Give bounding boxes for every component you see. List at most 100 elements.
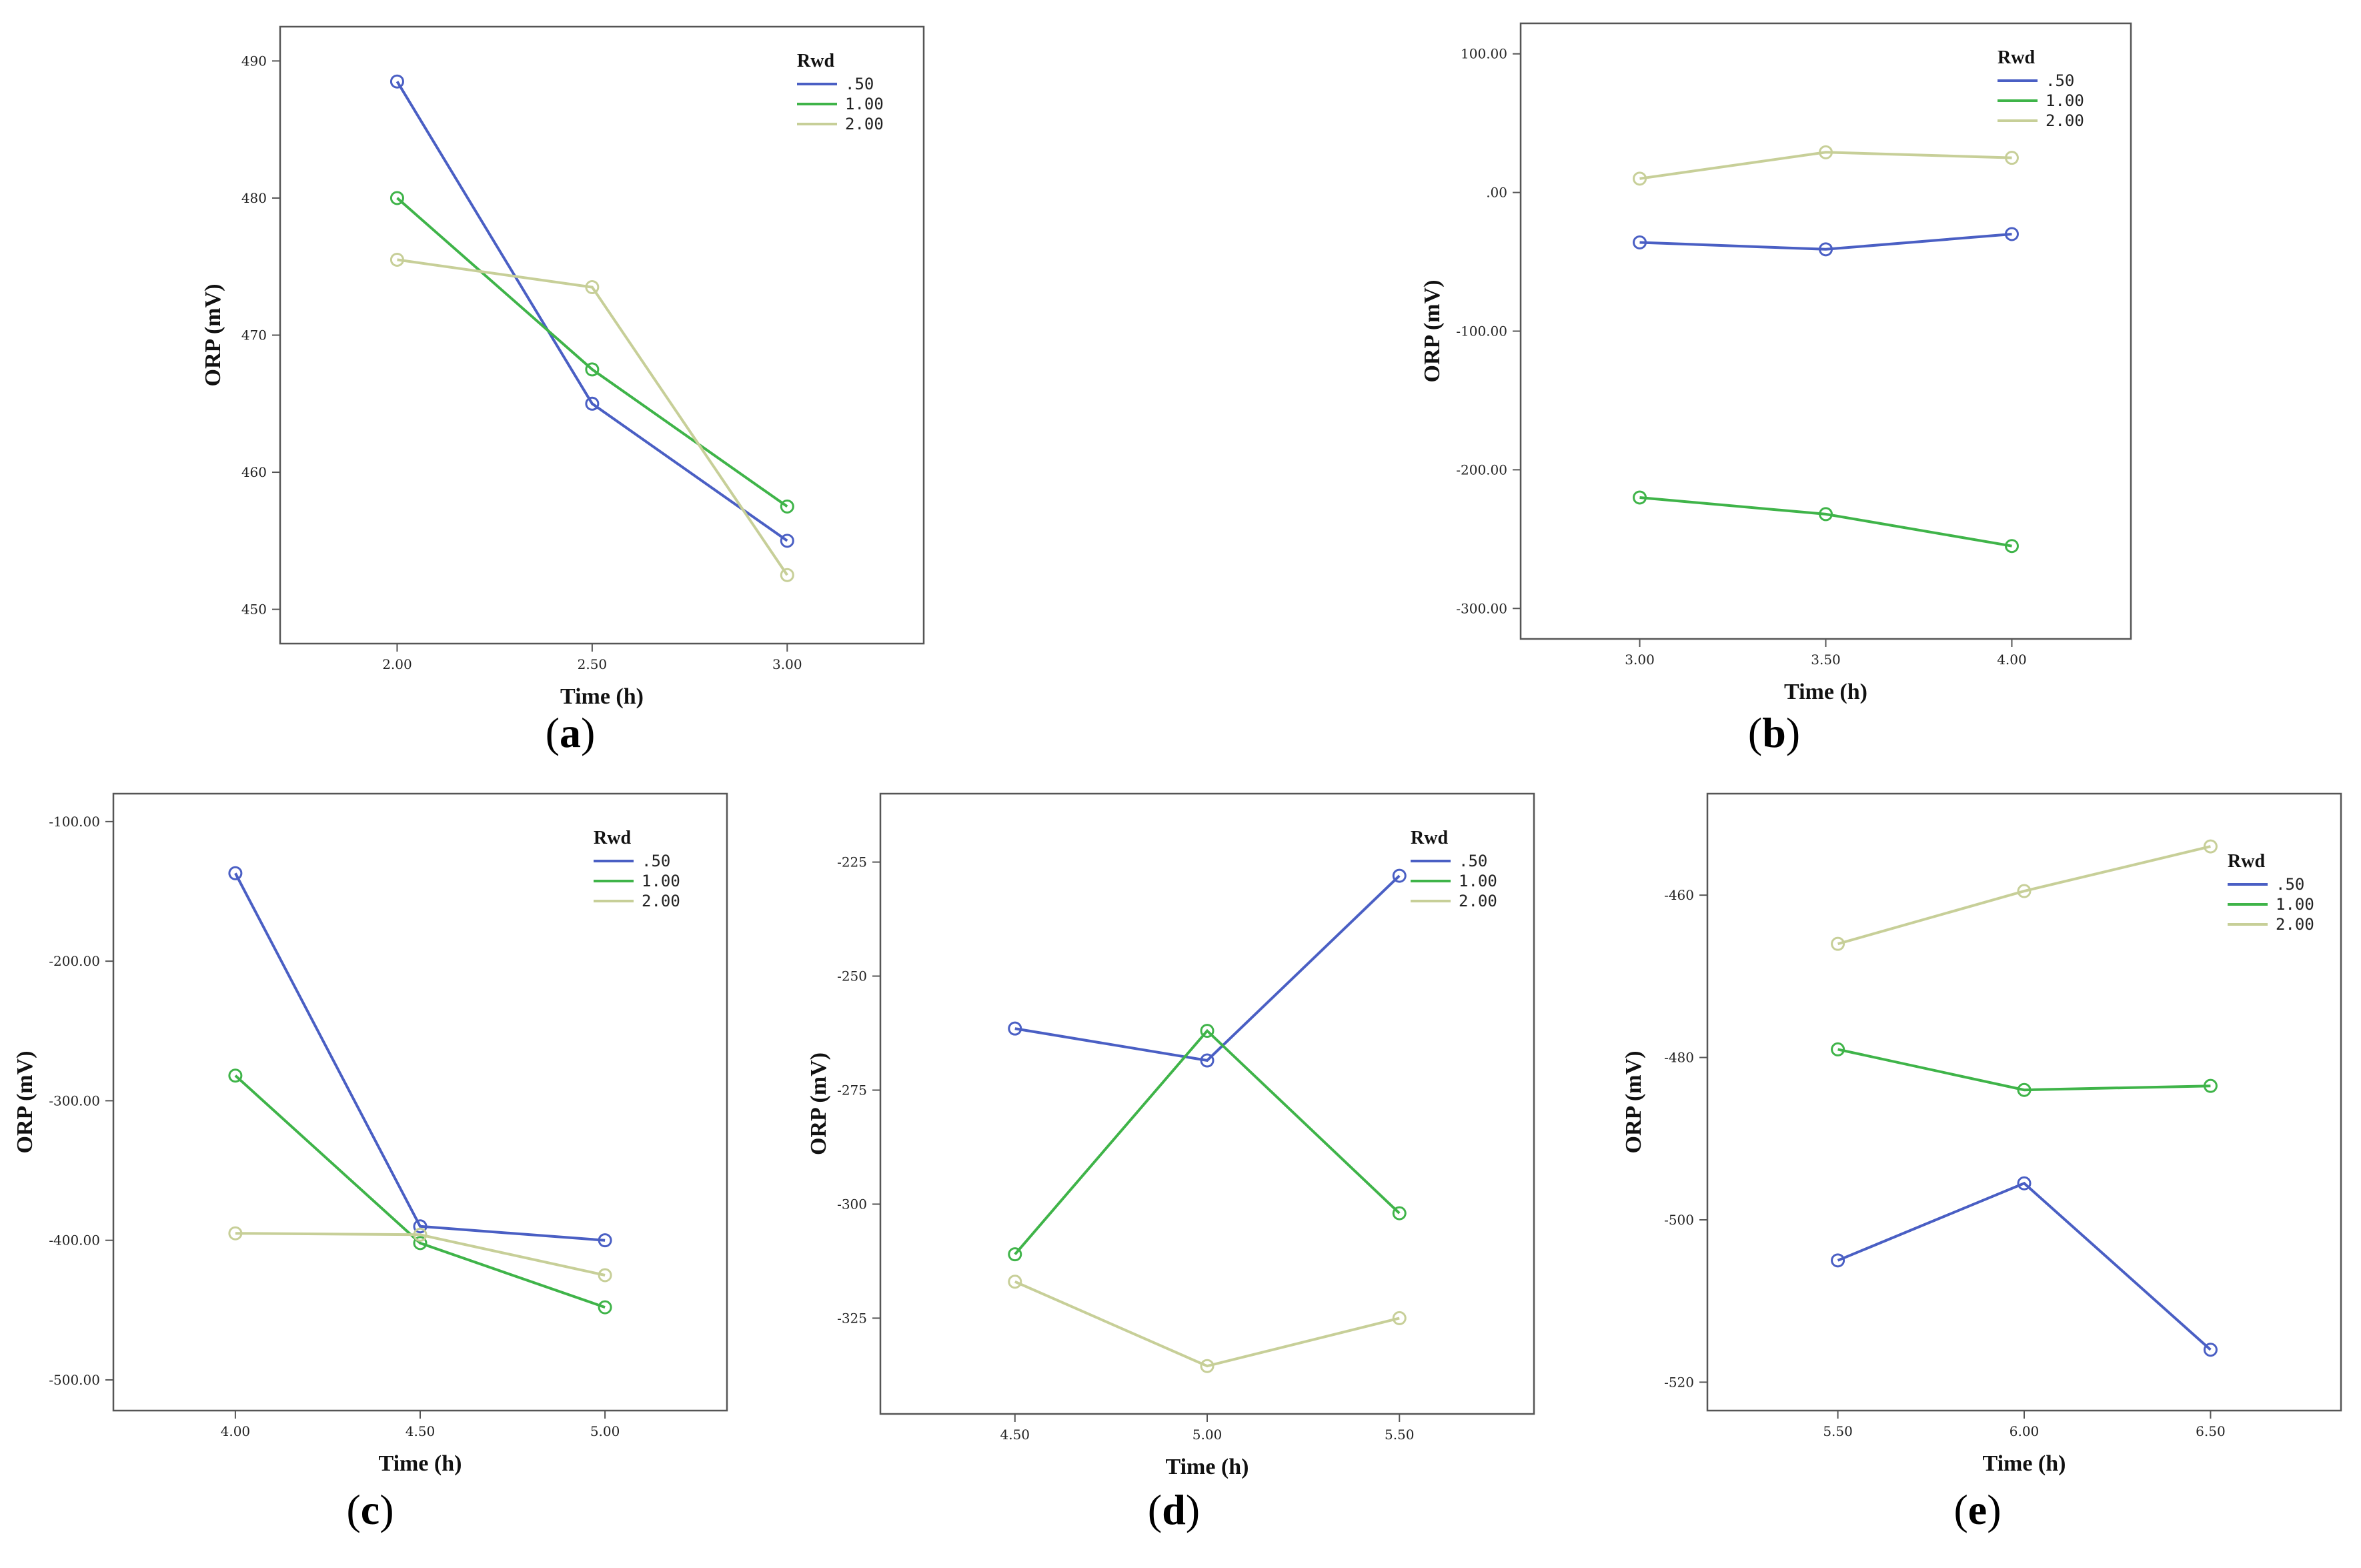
y-axis-title: ORP (mV) xyxy=(1420,280,1445,383)
data-point xyxy=(228,866,243,880)
y-tick-label: -325 xyxy=(837,1310,867,1326)
data-point xyxy=(2203,1343,2218,1357)
y-tick-label: -460 xyxy=(1664,887,1694,903)
chart-panel-b: -300.00 -200.00 -100.00 .00 100.00 3.00 3.50 4.… xyxy=(1420,22,2132,756)
panel-label: (d) xyxy=(1148,1486,1200,1533)
data-point xyxy=(1200,1359,1215,1373)
plot-frame xyxy=(279,25,925,645)
data-point xyxy=(598,1268,612,1283)
series-line-2p00 xyxy=(1014,1280,1400,1368)
x-axis-title: Time (h) xyxy=(379,1451,462,1476)
y-tick-label: -100.00 xyxy=(49,814,100,830)
data-point xyxy=(585,280,600,295)
data-point xyxy=(1392,1311,1407,1325)
y-tick-label: -200.00 xyxy=(1456,462,1507,478)
legend-entry-label: 1.00 xyxy=(2276,895,2314,914)
x-tick-label: 2.50 xyxy=(578,656,608,672)
y-tick-label: -480 xyxy=(1664,1050,1694,1066)
data-point xyxy=(585,362,600,377)
plot-frame xyxy=(112,792,728,1412)
data-point xyxy=(1200,1024,1215,1038)
series-line-p50 xyxy=(1639,233,2012,251)
plot-frame xyxy=(1519,22,2132,640)
data-point xyxy=(228,1226,243,1241)
panel-label: (b) xyxy=(1748,709,1800,756)
legend-entry-label: 2.00 xyxy=(845,115,884,133)
legend-entry-label: .50 xyxy=(2046,71,2074,90)
data-point xyxy=(389,74,404,89)
y-tick-label: -225 xyxy=(837,854,867,870)
data-point xyxy=(585,396,600,411)
series-line-1p00 xyxy=(1014,1028,1401,1256)
data-point xyxy=(2004,539,2019,554)
y-tick-label: -300.00 xyxy=(49,1092,100,1108)
series-line-2p00 xyxy=(1837,845,2211,946)
plot-frame xyxy=(879,792,1535,1415)
x-axis-title: Time (h) xyxy=(1983,1451,2066,1476)
legend-entry-label: .50 xyxy=(2276,875,2304,894)
panel-label: (c) xyxy=(346,1486,394,1533)
chart-panel-d: -325 -300 -275 -250 -225 4.50 5.00 5.50 Time (h)… xyxy=(806,792,1535,1533)
data-point xyxy=(1633,235,1647,249)
x-tick-label: 4.00 xyxy=(1997,652,2027,668)
x-tick-label: 5.50 xyxy=(1385,1427,1415,1443)
data-point xyxy=(1831,1042,1845,1056)
y-tick-label: -500.00 xyxy=(49,1372,100,1388)
y-axis-title: ORP (mV) xyxy=(1621,1051,1646,1154)
data-point xyxy=(2017,1082,2032,1097)
chart-panel-e: -520 -500 -480 -460 5.50 6.00 6.50 Time (h) ORP … xyxy=(1621,792,2342,1533)
panel-label: (e) xyxy=(1953,1486,2001,1533)
series-line-1p00 xyxy=(234,1074,606,1309)
data-point xyxy=(780,568,794,582)
x-tick-label: 3.50 xyxy=(1811,652,1841,668)
y-tick-label: -400.00 xyxy=(49,1233,100,1249)
y-tick-label: 450 xyxy=(241,602,267,618)
data-point xyxy=(1819,145,1833,159)
x-tick-label: 2.00 xyxy=(382,656,412,672)
data-point xyxy=(413,1219,428,1234)
x-tick-label: 3.00 xyxy=(772,656,802,672)
y-tick-label: 460 xyxy=(241,464,267,480)
x-tick-label: 6.50 xyxy=(2196,1423,2226,1439)
chart-panel-c: -500.00 -400.00 -300.00 -200.00 -100.00 4.00 4… xyxy=(13,792,728,1533)
data-point xyxy=(2004,151,2019,165)
y-tick-label: -500 xyxy=(1664,1212,1694,1228)
data-point xyxy=(1831,936,1845,951)
data-point xyxy=(1633,490,1647,505)
legend-entry-label: 1.00 xyxy=(1459,872,1497,890)
x-tick-label: 5.00 xyxy=(1193,1427,1223,1443)
y-tick-label: .00 xyxy=(1486,185,1507,201)
y-tick-label: -520 xyxy=(1664,1374,1694,1390)
data-point xyxy=(2017,1176,2032,1191)
data-point xyxy=(1008,1021,1022,1036)
chart-panel-a: 450 460 470 480 490 2.00 2.50 3.00 Time (h) ORP (… xyxy=(201,25,925,756)
y-axis-title: ORP (mV) xyxy=(201,284,225,387)
data-point xyxy=(1008,1275,1022,1289)
y-tick-label: 100.00 xyxy=(1461,46,1507,62)
data-point xyxy=(1200,1053,1215,1068)
x-tick-label: 6.00 xyxy=(2010,1423,2040,1439)
data-point xyxy=(1831,1253,1845,1268)
x-tick-label: 4.50 xyxy=(1000,1427,1030,1443)
legend-title: Rwd xyxy=(797,51,834,71)
data-point xyxy=(389,252,404,267)
legend-entry-label: 2.00 xyxy=(2276,915,2314,934)
legend-entry-label: .50 xyxy=(845,75,874,93)
legend-entry-label: 2.00 xyxy=(642,892,680,910)
series-line-p50 xyxy=(1837,1181,2212,1351)
legend-title: Rwd xyxy=(2228,851,2265,872)
x-tick-label: 4.50 xyxy=(406,1423,436,1439)
data-point xyxy=(1819,242,1833,257)
data-point xyxy=(413,1236,428,1251)
x-axis-title: Time (h) xyxy=(1784,680,1867,704)
y-tick-label: 470 xyxy=(241,327,267,343)
data-point xyxy=(2203,839,2218,854)
data-point xyxy=(598,1233,612,1248)
series-line-p50 xyxy=(234,872,606,1242)
data-point xyxy=(228,1068,243,1083)
series-line-1p00 xyxy=(1639,496,2012,548)
series-line-2p00 xyxy=(1639,151,2012,180)
legend-entry-label: .50 xyxy=(642,852,670,870)
y-tick-label: -200.00 xyxy=(49,953,100,969)
data-point xyxy=(2203,1078,2218,1093)
